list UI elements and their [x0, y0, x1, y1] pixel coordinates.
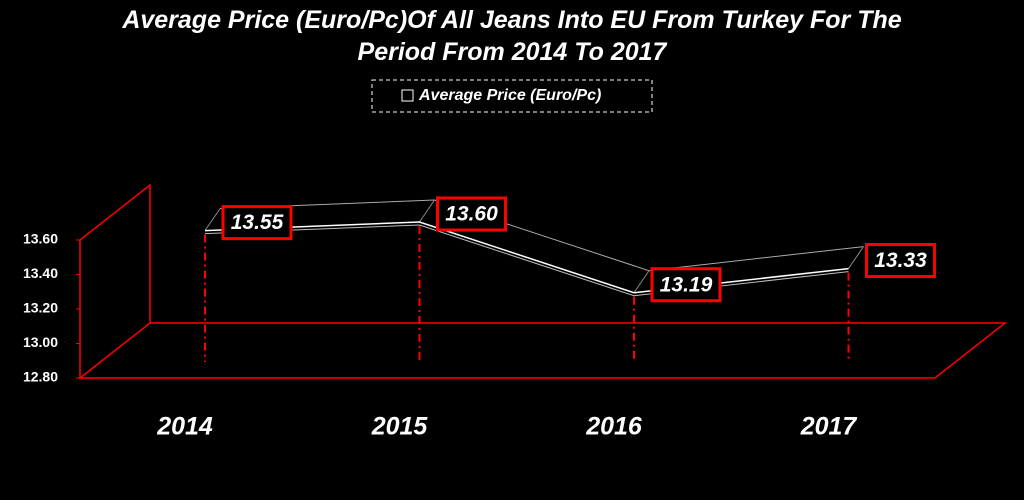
line: [204, 221, 849, 294]
y-tick-label: 13.60: [23, 231, 58, 247]
data-label-box: [436, 196, 507, 232]
y-tick-label: 13.20: [23, 300, 58, 316]
legend-label: Average Price (Euro/Pc): [418, 87, 601, 104]
data-label: 13.55: [231, 211, 284, 234]
chart-title: Average Price (Euro/Pc)Of All Jeans Into…: [122, 6, 902, 66]
y-tick-label: 12.80: [23, 369, 58, 385]
line: [204, 224, 849, 297]
data-label-box: [865, 243, 936, 279]
floor: [77, 322, 1008, 379]
y-tick-label: 13.00: [23, 334, 58, 350]
depth-edge: [848, 246, 864, 269]
x-tick-label: 2016: [585, 413, 643, 441]
data-label: 13.19: [660, 273, 713, 296]
depth-edge: [419, 199, 435, 223]
depth-edge: [204, 208, 221, 231]
back-wall: [79, 183, 151, 378]
line-back: [219, 199, 864, 272]
data-label: 13.33: [874, 249, 927, 272]
data-label-box: [650, 267, 722, 303]
x-tick-label: 2017: [800, 413, 858, 441]
data-label-box: [221, 205, 293, 241]
x-tick-label: 2015: [371, 413, 429, 441]
data-label: 13.60: [445, 203, 498, 226]
y-tick-label: 13.40: [23, 265, 58, 281]
depth-edge: [633, 270, 650, 294]
legend-box: [371, 79, 653, 113]
x-tick-label: 2014: [156, 413, 213, 441]
legend-swatch: [401, 89, 414, 102]
